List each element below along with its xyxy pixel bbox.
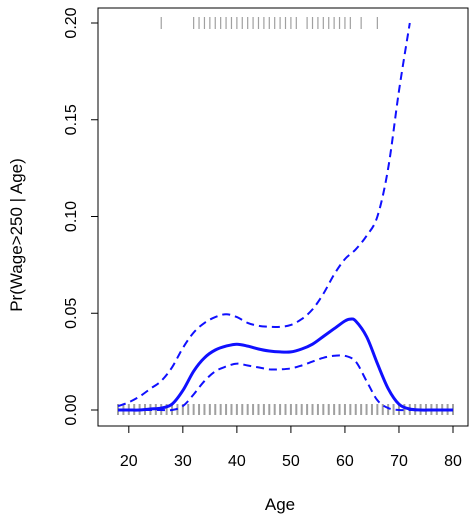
plot-frame [97,7,469,427]
x-axis-title: Age [265,495,295,514]
x-tick-label: 80 [444,453,462,470]
y-tick-label: 0.20 [63,7,80,38]
rug-bottom [117,404,454,415]
y-axis-title: Pr(Wage>250 | Age) [7,158,26,312]
y-axis: 0.00 0.05 0.10 0.15 0.20 [63,7,99,426]
x-tick-label: 60 [336,453,354,470]
series-line-lower [118,354,453,412]
x-tick-label: 50 [282,453,300,470]
x-tick-label: 20 [120,453,138,470]
series-line-upper [117,22,411,408]
series-line-fit [118,317,453,412]
x-tick-label: 70 [390,453,408,470]
y-tick-label: 0.05 [63,298,80,329]
x-axis: 20 30 40 50 60 70 80 [120,425,462,470]
x-tick-label: 30 [174,453,192,470]
x-tick-label: 40 [228,453,246,470]
y-tick-label: 0.00 [63,394,80,425]
y-tick-label: 0.10 [63,201,80,232]
y-tick-label: 0.15 [63,104,80,135]
rug-top [160,17,378,29]
series-layer [117,22,453,412]
